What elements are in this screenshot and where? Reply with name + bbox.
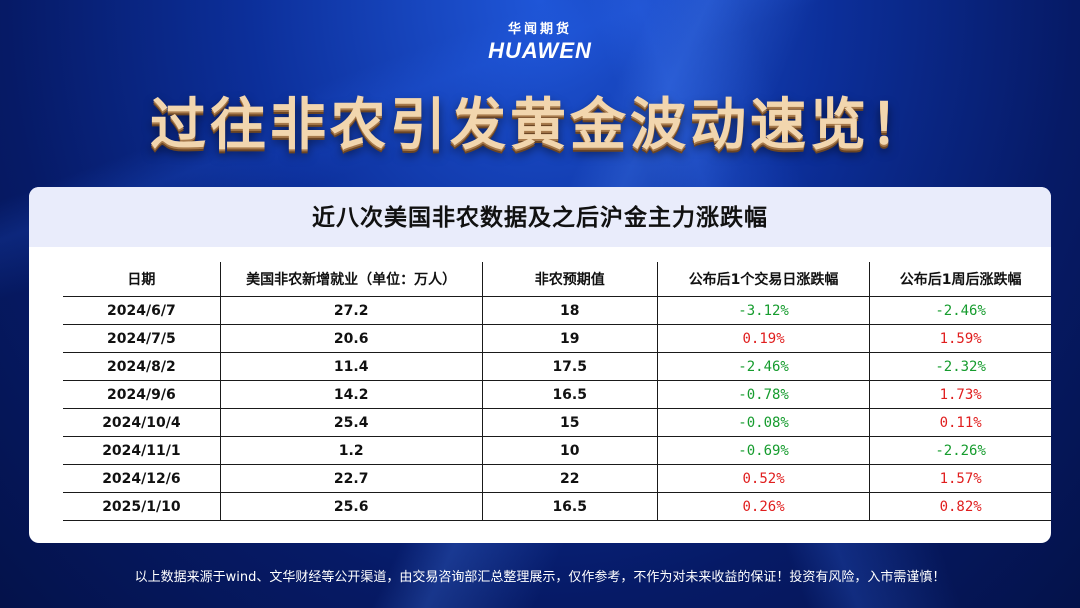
page-headline: 过往非农引发黄金波动速览！	[150, 93, 930, 158]
cell-date: 2024/9/6	[63, 380, 221, 409]
cell-expected: 10	[481, 436, 658, 465]
cell-week1-change: -2.46%	[869, 296, 1051, 325]
cell-day1-change: 0.26%	[656, 492, 870, 521]
cell-expected: 17.5	[481, 352, 658, 381]
table-row: 2024/6/7 27.2 18 -3.12% -2.46%	[63, 296, 1051, 325]
cell-week1-change: 1.73%	[869, 380, 1051, 409]
cell-nfp: 25.6	[219, 492, 483, 521]
table-row: 2025/1/10 25.6 16.5 0.26% 0.82%	[63, 492, 1051, 521]
cell-nfp: 22.7	[219, 464, 483, 493]
header-nfp: 美国非农新增就业（单位：万人）	[219, 262, 483, 297]
cell-expected: 16.5	[481, 380, 658, 409]
cell-expected: 18	[481, 296, 658, 325]
brand-name-cn: 华闻期货	[507, 22, 572, 37]
header-date: 日期	[63, 262, 221, 297]
cell-day1-change: 0.52%	[656, 464, 870, 493]
cell-expected: 22	[481, 464, 658, 493]
table-row: 2024/9/6 14.2 16.5 -0.78% 1.73%	[63, 380, 1051, 409]
cell-day1-change: -0.08%	[656, 408, 870, 437]
disclaimer-footer: 以上数据来源于wind、文华财经等公开渠道，由交易咨询部汇总整理展示，仅作参考，…	[134, 570, 946, 585]
cell-date: 2024/6/7	[63, 296, 221, 325]
cell-week1-change: -2.32%	[869, 352, 1051, 381]
cell-nfp: 25.4	[219, 408, 483, 437]
cell-day1-change: -2.46%	[656, 352, 870, 381]
table-title: 近八次美国非农数据及之后沪金主力涨跌幅	[29, 187, 1051, 247]
cell-day1-change: -3.12%	[656, 296, 870, 325]
cell-week1-change: 1.57%	[869, 464, 1051, 493]
brand-name-en: HUAWEN	[488, 38, 592, 63]
nfp-gold-table: 日期 美国非农新增就业（单位：万人） 非农预期值 公布后1个交易日涨跌幅 公布后…	[63, 262, 1051, 521]
table-row: 2024/11/1 1.2 10 -0.69% -2.26%	[63, 436, 1051, 465]
cell-nfp: 1.2	[219, 436, 483, 465]
table-row: 2024/10/4 25.4 15 -0.08% 0.11%	[63, 408, 1051, 437]
cell-expected: 16.5	[481, 492, 658, 521]
cell-nfp: 14.2	[219, 380, 483, 409]
header-week1-change: 公布后1周后涨跌幅	[869, 262, 1051, 297]
cell-date: 2024/11/1	[63, 436, 221, 465]
table-row: 2024/7/5 20.6 19 0.19% 1.59%	[63, 324, 1051, 353]
cell-date: 2025/1/10	[63, 492, 221, 521]
cell-date: 2024/8/2	[63, 352, 221, 381]
cell-nfp: 27.2	[219, 296, 483, 325]
table-row: 2024/8/2 11.4 17.5 -2.46% -2.32%	[63, 352, 1051, 381]
cell-date: 2024/7/5	[63, 324, 221, 353]
cell-expected: 19	[481, 324, 658, 353]
cell-week1-change: 0.82%	[869, 492, 1051, 521]
cell-day1-change: -0.78%	[656, 380, 870, 409]
cell-expected: 15	[481, 408, 658, 437]
cell-week1-change: 1.59%	[869, 324, 1051, 353]
cell-day1-change: -0.69%	[656, 436, 870, 465]
table-header-row: 日期 美国非农新增就业（单位：万人） 非农预期值 公布后1个交易日涨跌幅 公布后…	[63, 262, 1051, 297]
cell-day1-change: 0.19%	[656, 324, 870, 353]
cell-week1-change: 0.11%	[869, 408, 1051, 437]
cell-date: 2024/10/4	[63, 408, 221, 437]
cell-date: 2024/12/6	[63, 464, 221, 493]
cell-nfp: 20.6	[219, 324, 483, 353]
cell-nfp: 11.4	[219, 352, 483, 381]
header-day1-change: 公布后1个交易日涨跌幅	[656, 262, 870, 297]
table-row: 2024/12/6 22.7 22 0.52% 1.57%	[63, 464, 1051, 493]
header-expected: 非农预期值	[481, 262, 658, 297]
data-card: 近八次美国非农数据及之后沪金主力涨跌幅 日期 美国非农新增就业（单位：万人） 非…	[29, 187, 1051, 543]
brand-logo: 华闻期货 HUAWEN	[0, 18, 1080, 64]
cell-week1-change: -2.26%	[869, 436, 1051, 465]
